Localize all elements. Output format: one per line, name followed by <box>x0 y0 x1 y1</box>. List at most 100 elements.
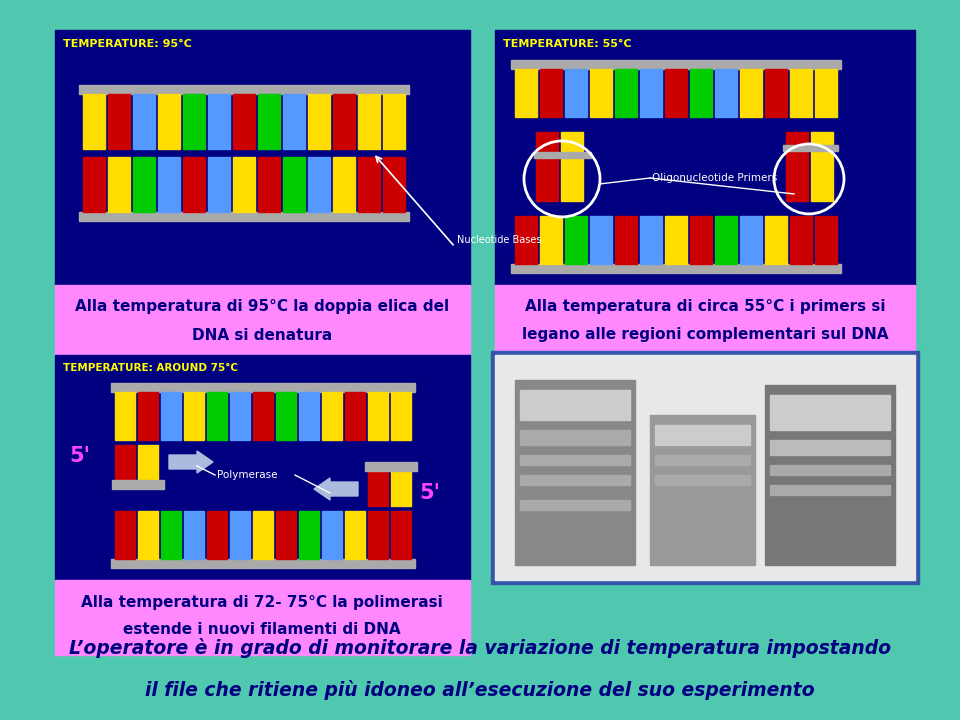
Text: legano alle regioni complementari sul DNA: legano alle regioni complementari sul DN… <box>521 328 888 343</box>
Bar <box>815 69 837 117</box>
Bar <box>368 471 388 506</box>
Bar <box>536 132 558 201</box>
Bar <box>184 511 204 559</box>
Bar <box>740 216 762 264</box>
Bar <box>690 216 712 264</box>
Bar <box>590 69 612 117</box>
Bar <box>345 392 365 440</box>
Bar <box>115 392 135 440</box>
Bar <box>115 445 135 480</box>
Text: TEMPERATURE: 55°C: TEMPERATURE: 55°C <box>503 39 632 49</box>
Bar <box>208 94 230 149</box>
Bar <box>138 511 158 559</box>
Bar <box>770 465 890 475</box>
Text: L’operatore è in grado di monitorare la variazione di temperatura impostando: L’operatore è in grado di monitorare la … <box>69 638 891 658</box>
Bar <box>333 157 355 212</box>
Bar <box>207 511 227 559</box>
Bar <box>520 475 630 485</box>
Bar <box>540 69 562 117</box>
Bar <box>299 392 319 440</box>
Bar <box>565 216 587 264</box>
Bar <box>391 392 411 440</box>
Bar <box>55 30 470 285</box>
Bar <box>615 69 637 117</box>
Bar <box>495 355 915 580</box>
Bar <box>640 216 662 264</box>
Bar <box>495 285 915 360</box>
Bar <box>208 157 230 212</box>
Bar <box>183 94 205 149</box>
Bar <box>308 157 330 212</box>
FancyArrow shape <box>314 478 358 500</box>
Bar <box>561 132 583 201</box>
Bar <box>368 511 388 559</box>
Bar <box>83 157 105 212</box>
Bar <box>520 500 630 510</box>
Bar <box>540 216 562 264</box>
Bar <box>491 351 919 584</box>
Bar <box>308 94 330 149</box>
Bar <box>184 392 204 440</box>
Bar <box>655 475 750 485</box>
Bar <box>55 285 470 360</box>
Bar <box>383 94 405 149</box>
Bar <box>183 157 205 212</box>
Bar <box>233 94 255 149</box>
Bar <box>511 60 841 69</box>
Text: TEMPERATURE: 95°C: TEMPERATURE: 95°C <box>63 39 192 49</box>
Bar <box>158 157 180 212</box>
Bar <box>495 30 915 285</box>
Bar <box>55 355 470 580</box>
Bar <box>111 559 415 568</box>
Bar <box>615 216 637 264</box>
Text: estende i nuovi filamenti di DNA: estende i nuovi filamenti di DNA <box>123 623 401 637</box>
Text: 5': 5' <box>419 483 440 503</box>
Bar <box>765 385 895 565</box>
Bar <box>770 485 890 495</box>
Bar <box>111 383 415 392</box>
Bar <box>391 511 411 559</box>
Text: Polymerase: Polymerase <box>217 470 277 480</box>
Bar <box>276 392 296 440</box>
Bar <box>258 94 280 149</box>
Bar <box>322 392 342 440</box>
Bar <box>655 425 750 445</box>
Bar <box>565 69 587 117</box>
Text: 5': 5' <box>69 446 90 466</box>
Bar <box>233 157 255 212</box>
Bar <box>161 392 181 440</box>
Bar <box>520 455 630 465</box>
Bar <box>358 157 380 212</box>
Bar <box>345 511 365 559</box>
Bar <box>108 94 130 149</box>
Bar <box>665 216 687 264</box>
Bar <box>108 157 130 212</box>
Bar <box>391 471 411 506</box>
Bar <box>299 511 319 559</box>
Text: Nucleotide Bases: Nucleotide Bases <box>457 235 541 245</box>
Bar <box>655 455 750 465</box>
Bar <box>770 395 890 430</box>
Bar <box>665 69 687 117</box>
Bar <box>515 69 537 117</box>
Bar <box>112 480 164 489</box>
Bar <box>322 511 342 559</box>
Text: DNA si denatura: DNA si denatura <box>192 328 332 343</box>
Bar <box>590 216 612 264</box>
Bar <box>534 152 591 158</box>
Text: il file che ritiene più idoneo all’esecuzione del suo esperimento: il file che ritiene più idoneo all’esecu… <box>145 680 815 700</box>
Bar <box>133 157 155 212</box>
Bar <box>515 216 537 264</box>
Bar <box>790 69 812 117</box>
Bar <box>333 94 355 149</box>
Bar <box>790 216 812 264</box>
Bar <box>83 94 105 149</box>
Bar <box>283 94 305 149</box>
Bar <box>383 157 405 212</box>
Bar <box>770 440 890 455</box>
Bar <box>815 216 837 264</box>
Text: Alla temperatura di circa 55°C i primers si: Alla temperatura di circa 55°C i primers… <box>525 300 885 315</box>
Bar <box>786 132 808 201</box>
Bar <box>783 145 838 151</box>
Bar <box>715 69 737 117</box>
